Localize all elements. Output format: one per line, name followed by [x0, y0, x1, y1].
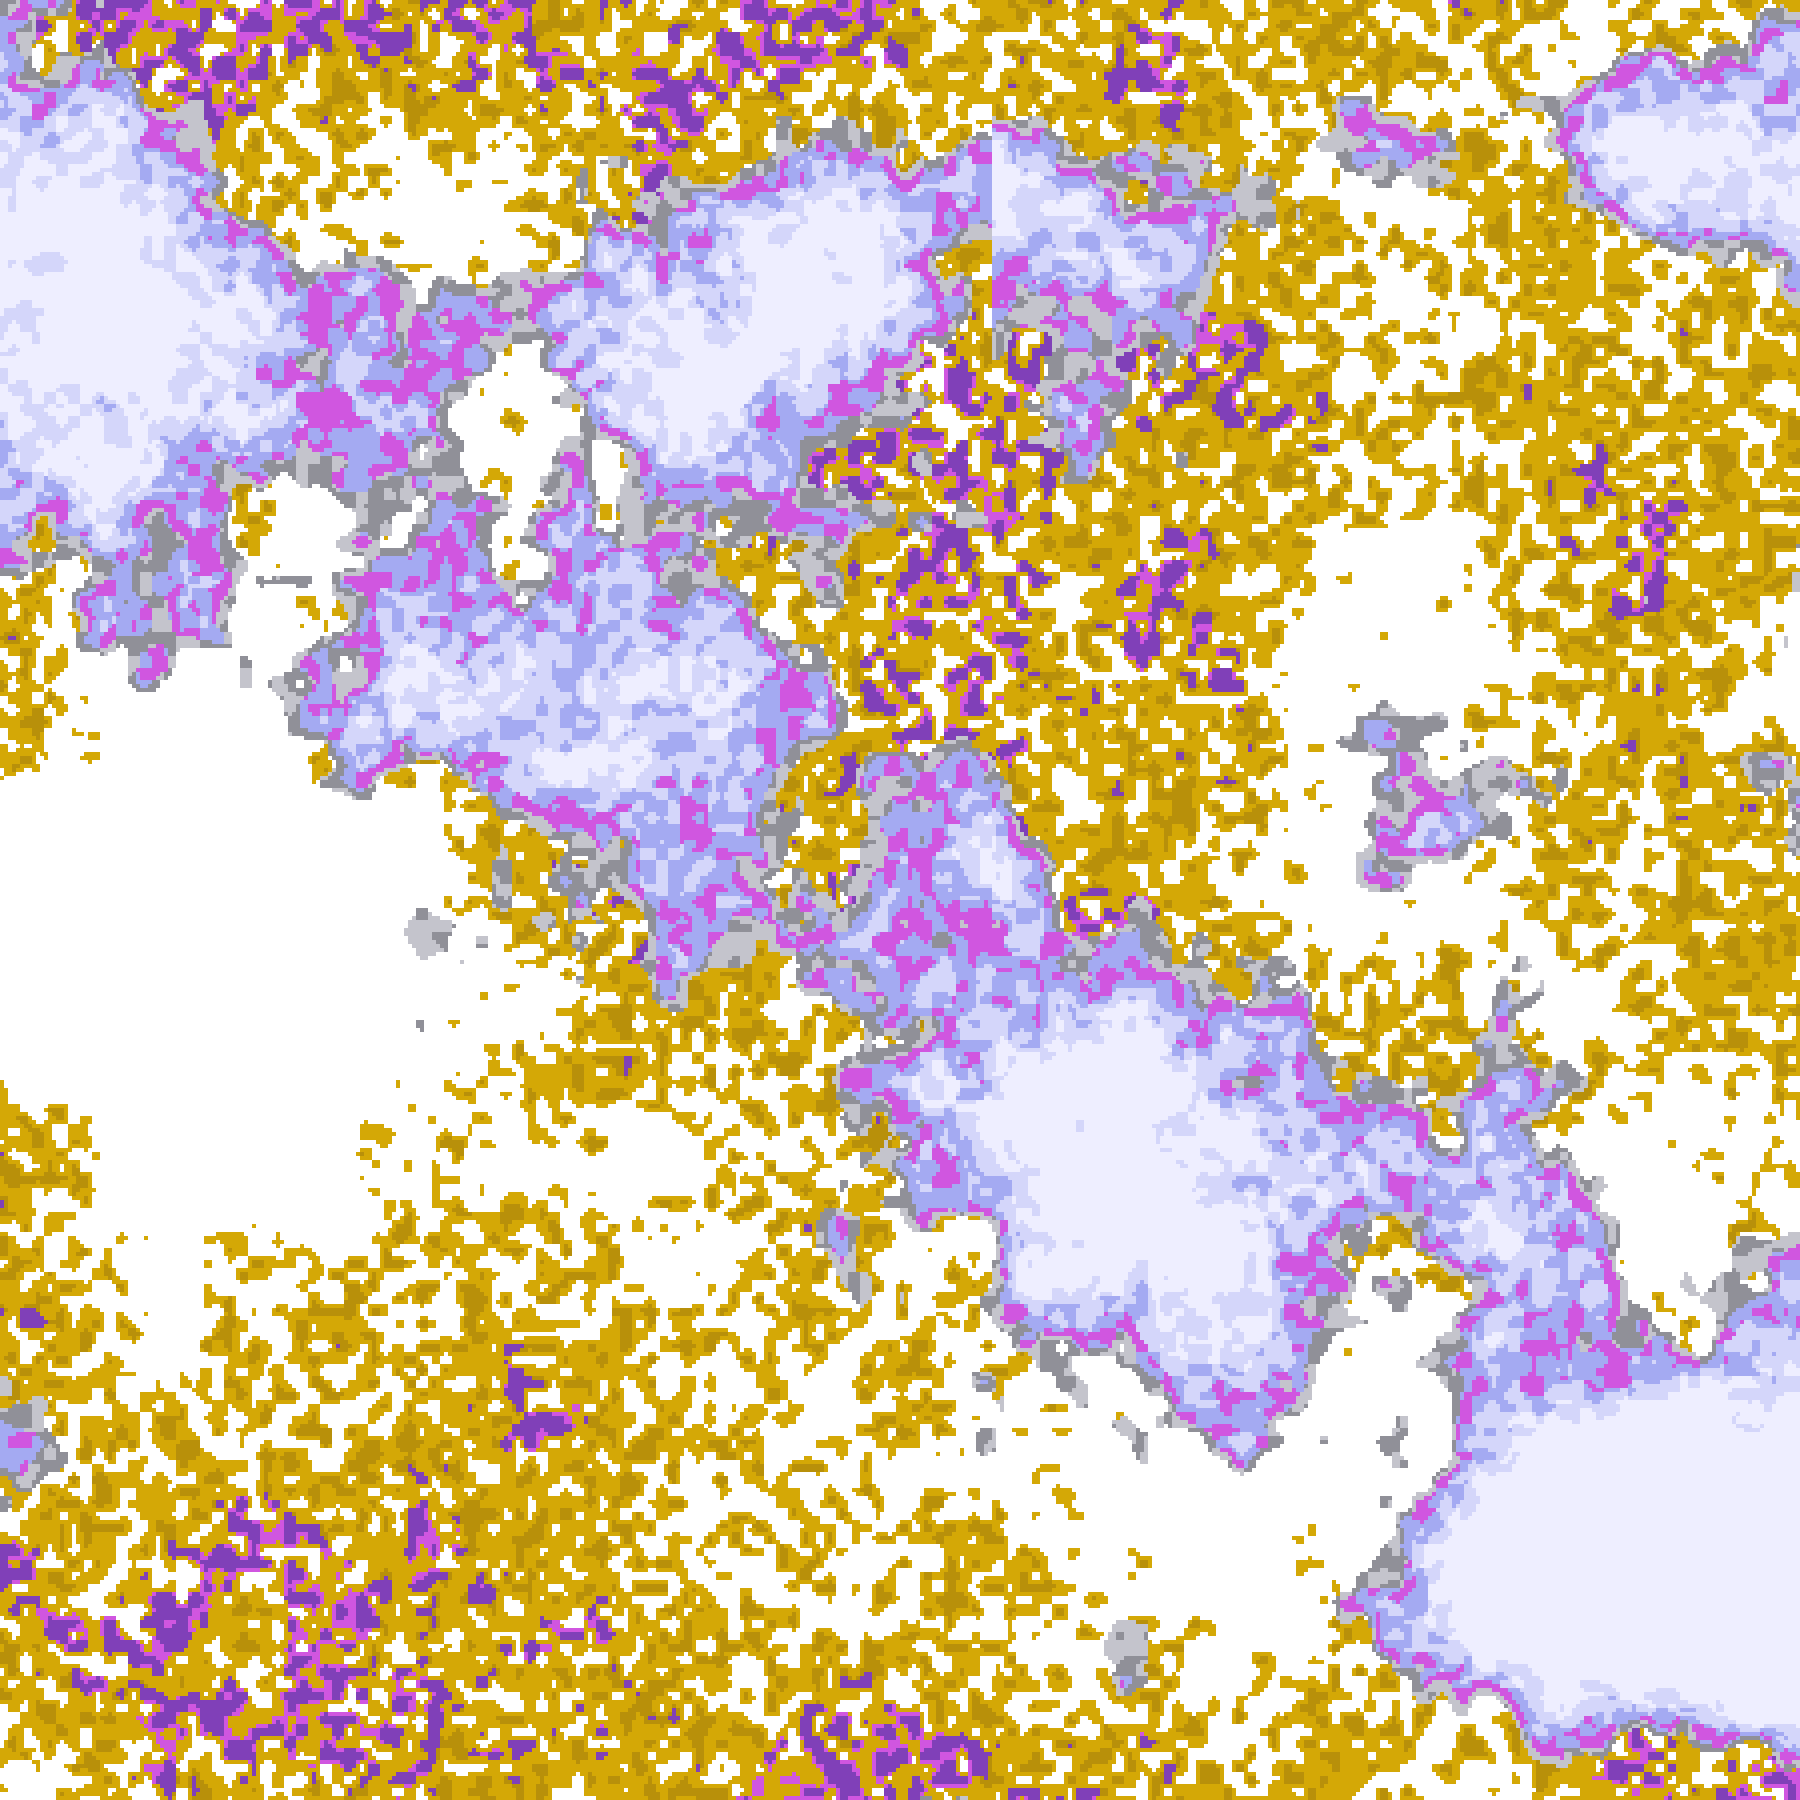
satellite-image	[0, 0, 1800, 1800]
